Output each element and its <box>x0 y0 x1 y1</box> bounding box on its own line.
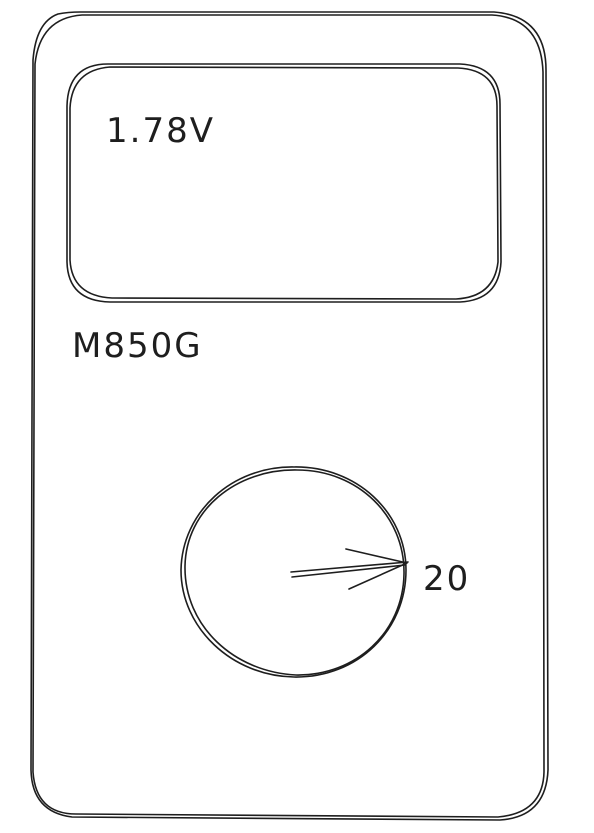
display-reading: 1.78V <box>106 111 215 151</box>
dial-pointer-arrow <box>290 548 409 590</box>
lcd-display: 1.78V <box>66 63 502 303</box>
model-label: M850G <box>72 326 203 366</box>
rotary-dial[interactable] <box>180 466 409 678</box>
device-body <box>30 11 549 821</box>
dial-setting-label: 20 <box>423 559 470 599</box>
